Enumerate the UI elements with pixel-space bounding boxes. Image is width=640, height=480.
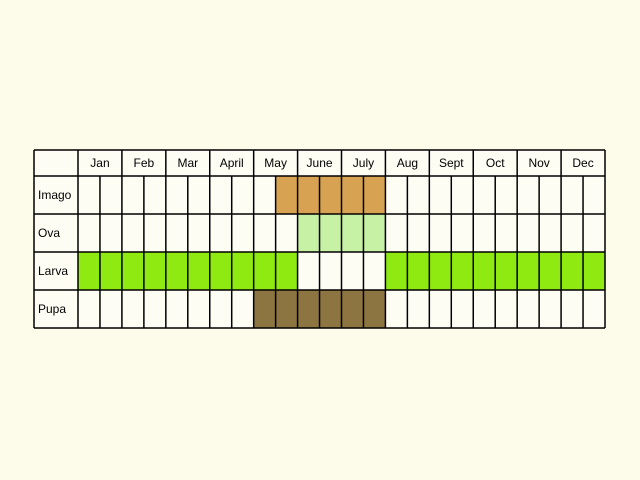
- month-label: July: [353, 156, 374, 170]
- month-label: Dec: [572, 156, 593, 170]
- month-label: Sept: [439, 156, 464, 170]
- month-label: Mar: [177, 156, 198, 170]
- month-label: Nov: [528, 156, 549, 170]
- month-label: Feb: [134, 156, 155, 170]
- stage-bar-imago-0: [275, 176, 386, 214]
- month-label: April: [220, 156, 244, 170]
- stage-label-imago: Imago: [38, 188, 72, 202]
- month-label: June: [307, 156, 333, 170]
- stage-label-ova: Ova: [38, 226, 60, 240]
- month-label: Oct: [486, 156, 505, 170]
- month-label: Aug: [397, 156, 418, 170]
- stage-label-larva: Larva: [38, 264, 68, 278]
- month-label: May: [264, 156, 287, 170]
- stage-label-pupa: Pupa: [38, 302, 66, 316]
- month-label: Jan: [90, 156, 109, 170]
- chart-grid: [33, 149, 606, 329]
- chart-labels: Jan Feb Mar April May June July Aug Sept Oct Nov De…: [38, 156, 594, 316]
